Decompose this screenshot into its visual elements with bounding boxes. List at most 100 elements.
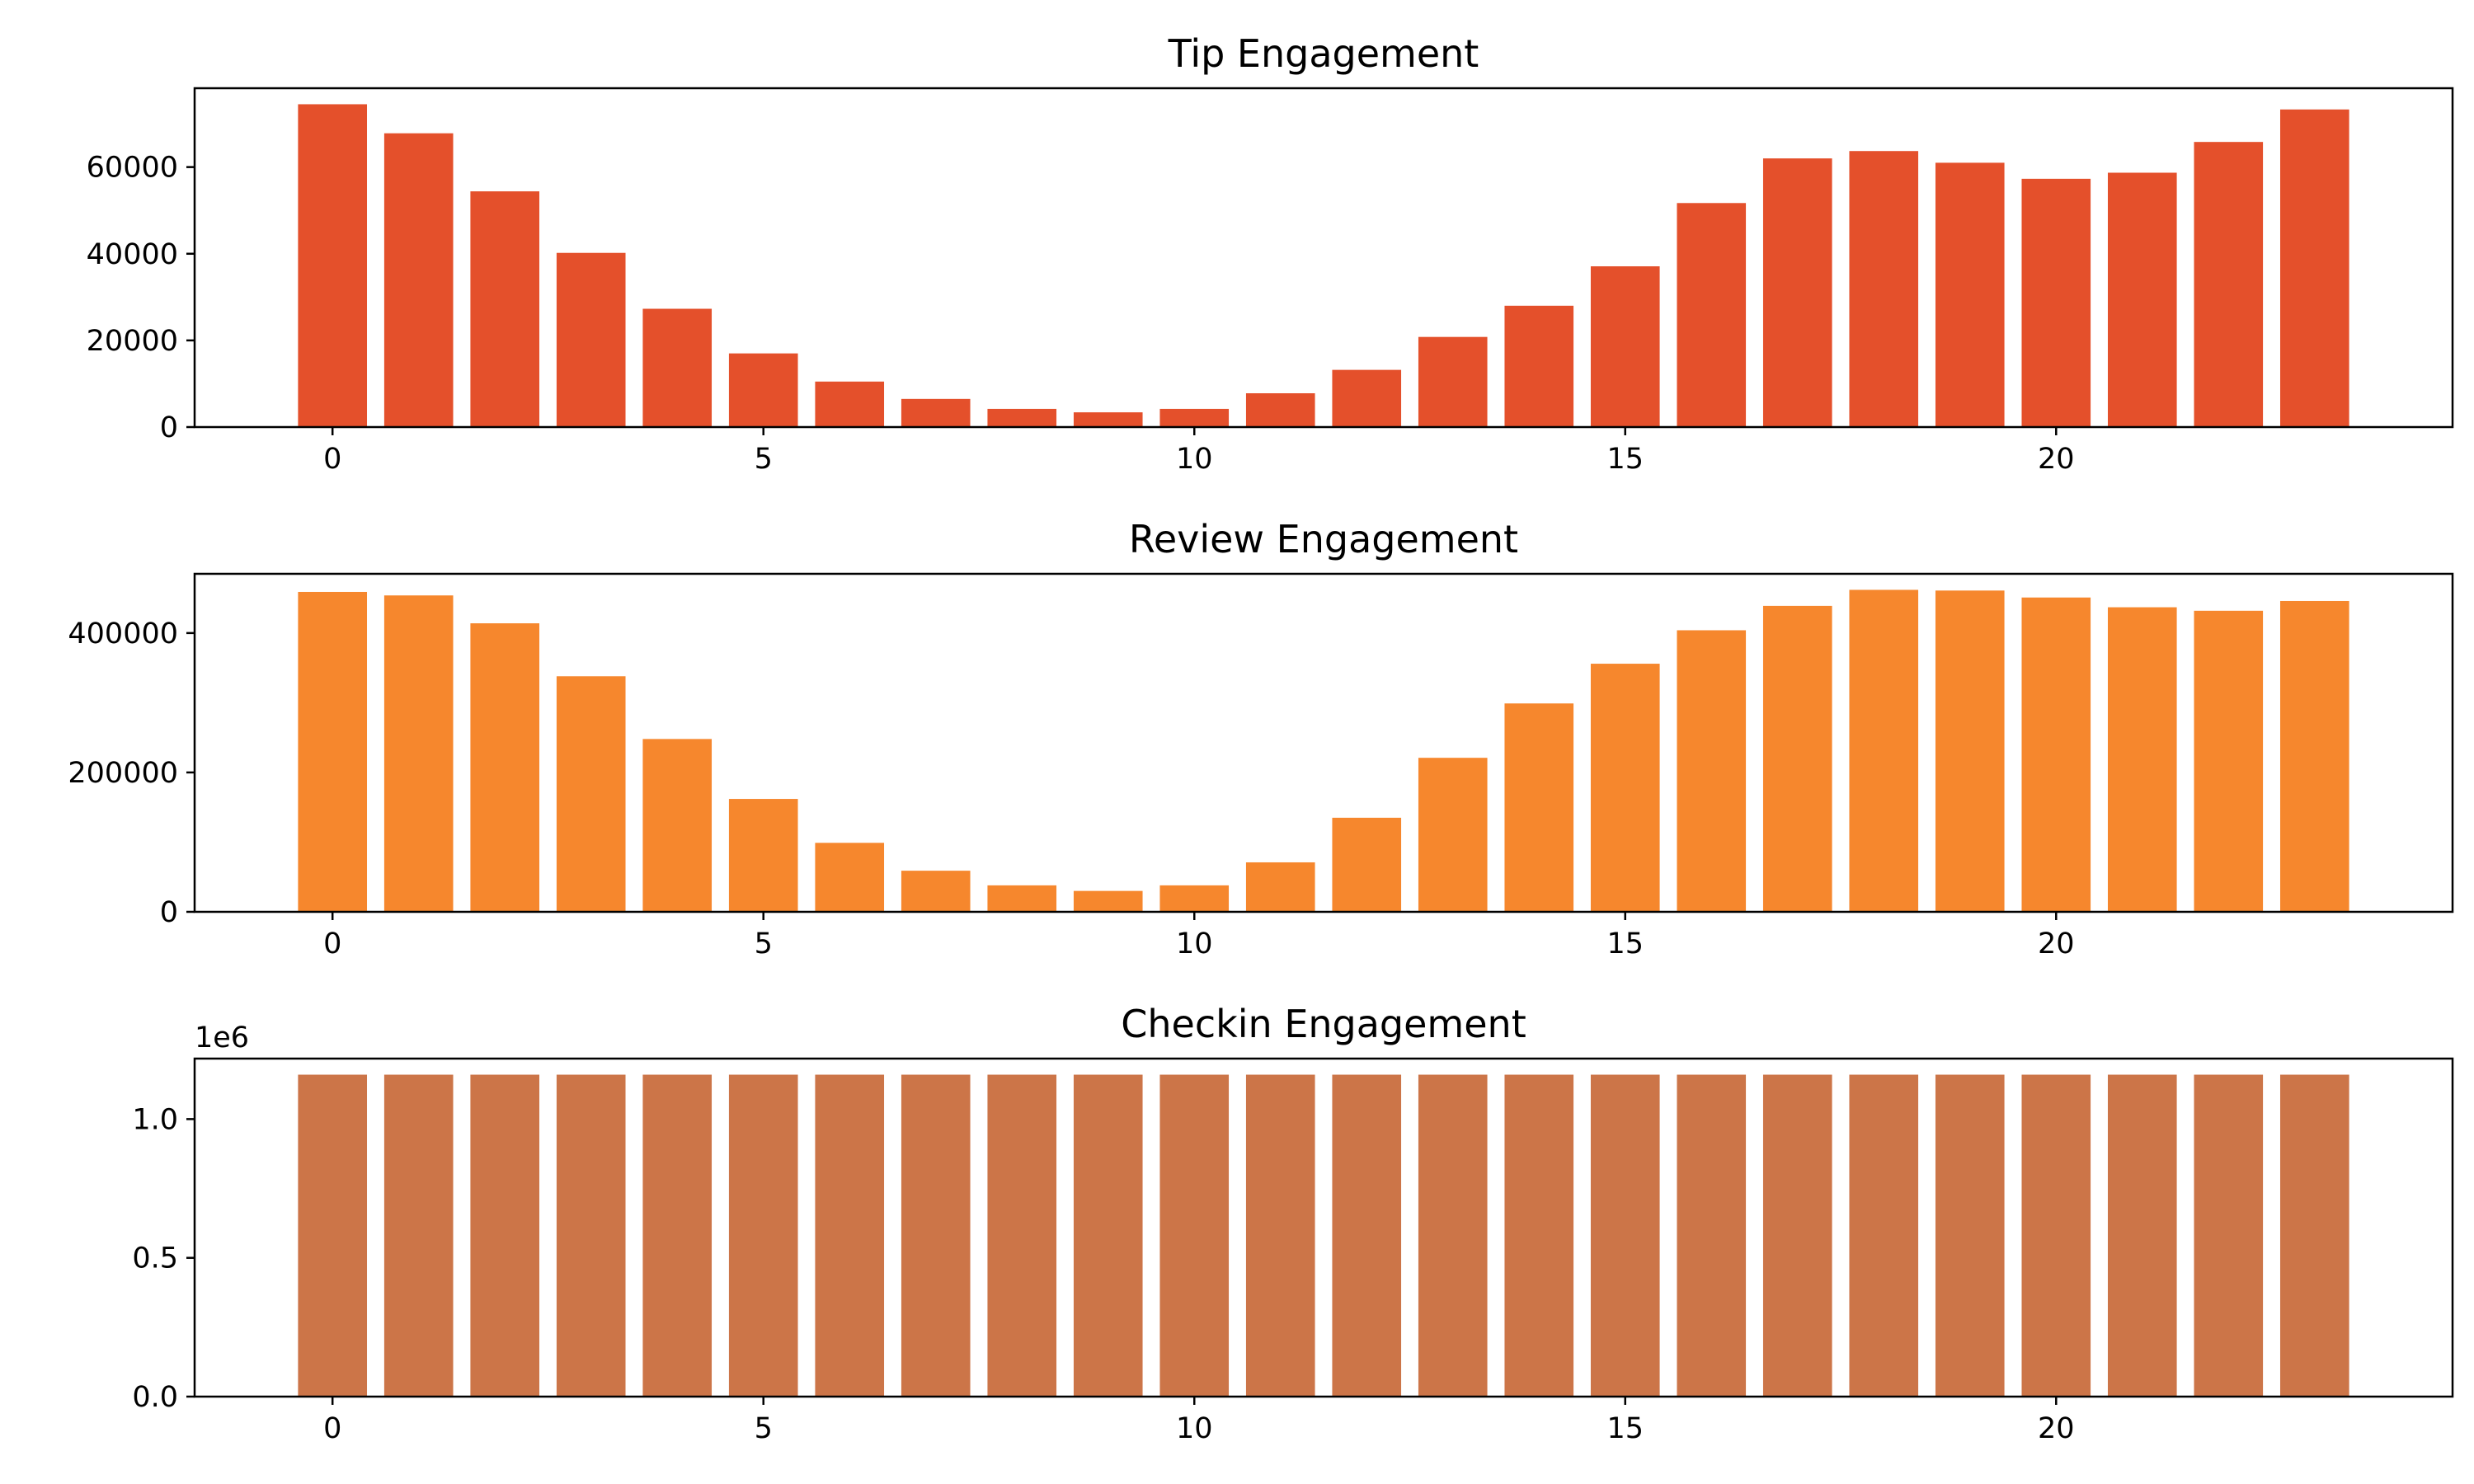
bar [1762, 605, 1832, 912]
y-tick-label: 40000 [87, 238, 178, 271]
x-tick-label: 5 [755, 1412, 773, 1445]
bar [1935, 590, 2005, 912]
bar [1332, 369, 1402, 427]
bar [1590, 1074, 1660, 1397]
bar [556, 676, 626, 912]
y-tick-label: 20000 [87, 325, 178, 358]
x-tick-label: 20 [2038, 443, 2075, 476]
bar [556, 252, 626, 427]
bar [1418, 1074, 1488, 1397]
bar [2279, 600, 2349, 912]
x-tick-label: 20 [2038, 928, 2075, 960]
bar [2194, 142, 2264, 427]
bar [2107, 607, 2177, 912]
x-tick-label: 0 [323, 1412, 341, 1445]
plot-frame [193, 87, 2454, 429]
bar [2021, 597, 2091, 912]
x-tick-label: 5 [755, 928, 773, 960]
bar [470, 1074, 540, 1397]
bar [1073, 890, 1143, 912]
bar [470, 191, 540, 427]
x-tick-label: 5 [755, 443, 773, 476]
bar [1762, 158, 1832, 427]
bar [298, 591, 368, 912]
chart-title: Tip Engagement [1168, 31, 1479, 76]
bar [642, 308, 713, 427]
bar [1849, 151, 1919, 427]
bar [1504, 305, 1574, 427]
bar [1935, 1074, 2005, 1397]
x-tick-label: 10 [1176, 443, 1213, 476]
chart-title: Review Engagement [1129, 517, 1518, 561]
bar [728, 1074, 798, 1397]
bar [901, 1074, 971, 1397]
bar [556, 1074, 626, 1397]
bar [815, 381, 885, 427]
x-tick-label: 0 [323, 928, 341, 960]
y-tick-label: 0 [160, 411, 178, 444]
x-tick-label: 10 [1176, 1412, 1213, 1445]
y-tick-label: 0.0 [132, 1381, 178, 1414]
chart-title: Checkin Engagement [1121, 1002, 1526, 1046]
x-tick-label: 15 [1606, 443, 1644, 476]
bar [987, 885, 1057, 912]
bar [1677, 630, 1747, 912]
x-tick-label: 20 [2038, 1412, 2075, 1445]
bar [1418, 336, 1488, 427]
bar [383, 133, 454, 427]
bar [901, 398, 971, 427]
bar [901, 871, 971, 912]
chart-panel-2: 0 5 10 15 20 0.0 0.5 1.0 Checkin Engagement 1e6 [132, 1002, 2454, 1445]
plot-frame [193, 1057, 2454, 1398]
x-tick-label: 0 [323, 443, 341, 476]
bar [2107, 172, 2177, 427]
bar [642, 1074, 713, 1397]
y-tick-label: 200000 [68, 757, 178, 790]
bar [1159, 408, 1230, 427]
bar [815, 843, 885, 912]
bar [987, 408, 1057, 427]
y-tick-label: 400000 [68, 618, 178, 650]
bar [1332, 817, 1402, 912]
bar [815, 1074, 885, 1397]
y-tick-label: 60000 [87, 152, 178, 185]
bar [1159, 1074, 1230, 1397]
bar [1677, 203, 1747, 427]
chart-panel-0: 0 5 10 15 20 0 20000 40000 60000 Tip Engagement [87, 31, 2454, 476]
bar [1245, 393, 1315, 427]
bar [1677, 1074, 1747, 1397]
bar [1849, 1074, 1919, 1397]
bar [728, 353, 798, 427]
bar [383, 1074, 454, 1397]
bar [1762, 1074, 1832, 1397]
bar [1245, 1074, 1315, 1397]
bar [1073, 1074, 1143, 1397]
chart-panel-1: 0 5 10 15 20 0 200000 400000 Review Engagement [68, 517, 2454, 960]
bar [470, 623, 540, 912]
y-tick-label: 0 [160, 896, 178, 929]
bar [2107, 1074, 2177, 1397]
bar [2021, 1074, 2091, 1397]
bar [1332, 1074, 1402, 1397]
bar [1159, 885, 1230, 912]
bar [642, 739, 713, 912]
bar [1504, 703, 1574, 912]
bar [2279, 109, 2349, 427]
bar [2279, 1074, 2349, 1397]
plot-frame [193, 572, 2454, 913]
bar [2194, 610, 2264, 912]
bar [1504, 1074, 1574, 1397]
bar [1849, 589, 1919, 912]
x-tick-label: 15 [1606, 1412, 1644, 1445]
bar [2021, 178, 2091, 427]
bar [2194, 1074, 2264, 1397]
x-tick-label: 15 [1606, 928, 1644, 960]
bar [728, 799, 798, 912]
bar [987, 1074, 1057, 1397]
bar [1418, 758, 1488, 912]
bar [1073, 412, 1143, 427]
y-tick-label: 0.5 [132, 1242, 178, 1275]
bar [298, 1074, 368, 1397]
x-tick-label: 10 [1176, 928, 1213, 960]
